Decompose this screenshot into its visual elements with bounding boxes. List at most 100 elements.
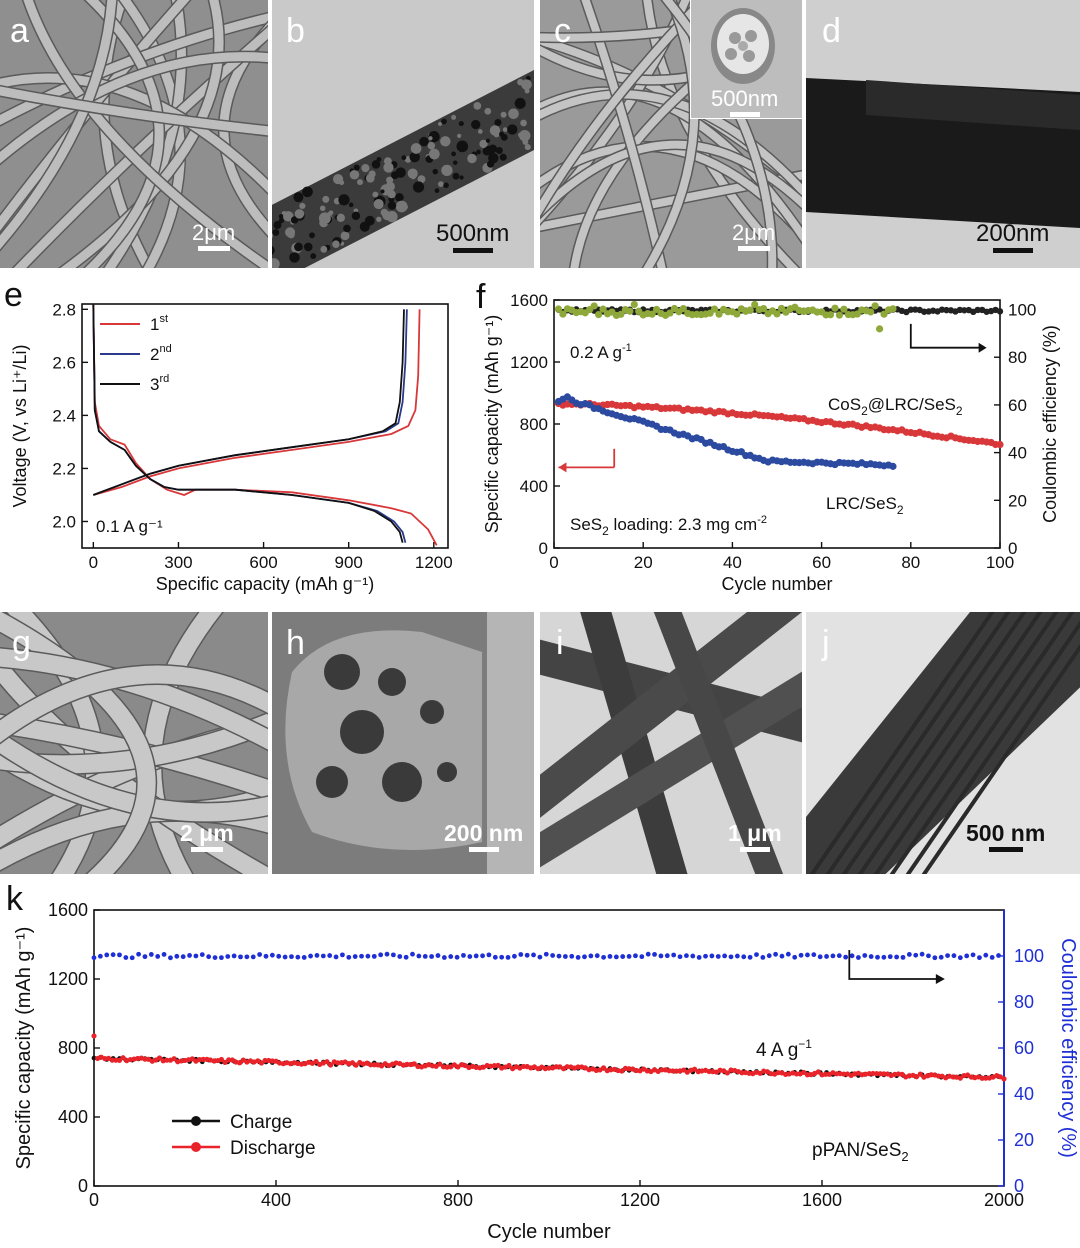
x-tick-label: 100 bbox=[986, 553, 1014, 572]
arrow-left-axis-head bbox=[558, 462, 567, 473]
scale-bar-line-j bbox=[988, 847, 1023, 852]
inset-c: 500nm bbox=[690, 0, 802, 119]
micrograph-b: b 500nm bbox=[272, 0, 534, 268]
inset-scale-text-c: 500nm bbox=[711, 86, 779, 111]
tem-particle bbox=[494, 119, 502, 127]
pore bbox=[378, 668, 406, 696]
ce-point bbox=[263, 953, 269, 959]
ce-point bbox=[862, 953, 868, 958]
y2-tick-label: 80 bbox=[1008, 348, 1027, 367]
tem-particle bbox=[432, 168, 439, 175]
tem-particle bbox=[348, 202, 354, 208]
plot-frame bbox=[81, 303, 449, 549]
ce-point-lrc bbox=[710, 305, 719, 313]
ce-point bbox=[397, 954, 403, 959]
tem-particle bbox=[521, 79, 532, 90]
ce-point bbox=[365, 953, 371, 959]
discharge-point bbox=[262, 1057, 268, 1064]
tem-particle bbox=[391, 171, 399, 180]
tem-particle bbox=[387, 201, 397, 210]
discharge-point bbox=[899, 1071, 905, 1077]
ce-point bbox=[658, 953, 664, 959]
discharge-point bbox=[156, 1055, 163, 1061]
ce-point bbox=[734, 953, 740, 959]
nanochannel bbox=[889, 612, 1075, 874]
tem-particle bbox=[410, 143, 422, 154]
discharge-point bbox=[841, 1071, 847, 1077]
tem-particle bbox=[293, 192, 304, 203]
discharge-point bbox=[200, 1056, 206, 1062]
plot-frame bbox=[553, 299, 1001, 549]
tem-particle bbox=[458, 121, 464, 127]
fiber bbox=[143, 612, 223, 874]
tem-particle bbox=[285, 227, 296, 238]
ce-point bbox=[524, 952, 530, 958]
series-3-discharge-line bbox=[92, 303, 404, 543]
ce-point-lrc bbox=[733, 310, 741, 318]
tem-particle bbox=[272, 258, 280, 268]
ce-point bbox=[805, 952, 810, 958]
ce-point-lrc bbox=[826, 311, 835, 319]
arrow-right-axis-head bbox=[935, 974, 945, 984]
tem-particle bbox=[479, 139, 488, 149]
tem-particle bbox=[467, 153, 477, 164]
ce-point bbox=[104, 952, 110, 958]
ce-point-lrc bbox=[871, 302, 879, 310]
x-tick-label: 1200 bbox=[415, 553, 453, 572]
fiber bbox=[662, 0, 777, 268]
ce-point bbox=[582, 954, 587, 960]
ce-point bbox=[919, 951, 925, 957]
fiber bbox=[104, 0, 186, 268]
arrow-right-axis-shaft bbox=[909, 323, 983, 349]
y-tick-label: 0 bbox=[539, 539, 548, 558]
discharge-point bbox=[258, 1060, 265, 1066]
discharge-point bbox=[575, 1064, 581, 1070]
chart-f-svg: 0 20 40 60 80 1000400800120016000204060801000… bbox=[482, 291, 1060, 594]
x-axis-label: Specific capacity (mAh g⁻¹) bbox=[156, 574, 375, 594]
y-tick-label: 2.0 bbox=[52, 512, 76, 531]
micrograph-a: a 2μm bbox=[0, 0, 268, 268]
ce-point bbox=[754, 952, 759, 958]
discharge-point bbox=[171, 1056, 177, 1062]
tem-particle bbox=[401, 155, 407, 161]
ce-point bbox=[957, 955, 963, 961]
tem-fiber-highlight bbox=[866, 80, 1080, 130]
chart-k: 0 400 800 1200 1600 2000 0 400 800 1200 1600 0 20 40 6… bbox=[0, 876, 1080, 1248]
ce-point bbox=[269, 952, 275, 958]
ce-point bbox=[798, 952, 804, 958]
tem-particle bbox=[522, 139, 529, 145]
ce-point bbox=[588, 953, 594, 959]
ce-point bbox=[671, 952, 677, 958]
discharge-point bbox=[881, 1071, 887, 1077]
ce-point bbox=[187, 953, 192, 958]
annotation-rate: 0.2 A g-1 bbox=[570, 342, 632, 362]
tem-particle bbox=[385, 181, 395, 192]
annotation-current-density: 0.1 A g⁻¹ bbox=[96, 517, 163, 536]
fiber bbox=[540, 140, 802, 218]
y-tick-label: 400 bbox=[520, 477, 548, 496]
adjacent-fiber bbox=[487, 612, 534, 874]
tem-particle bbox=[451, 114, 457, 120]
tem-particle bbox=[380, 189, 385, 194]
ce-point bbox=[250, 954, 256, 960]
tem-particle bbox=[409, 151, 420, 163]
ce-point bbox=[289, 954, 294, 960]
x-tick-label: 40 bbox=[723, 553, 742, 572]
tem-particle bbox=[524, 144, 531, 151]
ce-point bbox=[900, 954, 906, 960]
pore bbox=[420, 700, 444, 724]
tem-particle bbox=[407, 168, 418, 179]
ce-point bbox=[359, 953, 364, 959]
ce-point bbox=[422, 954, 428, 959]
tem-particle bbox=[499, 153, 507, 161]
ce-point-lrc bbox=[679, 304, 687, 313]
ce-point bbox=[441, 955, 447, 960]
tem-particle bbox=[340, 231, 350, 241]
tem-particle bbox=[299, 202, 306, 210]
ce-point-lrc bbox=[751, 300, 759, 309]
fiber bbox=[119, 0, 185, 268]
legend-marker-2 bbox=[191, 1142, 201, 1152]
panel-label-k: k bbox=[6, 880, 23, 918]
nanochannel bbox=[857, 612, 1043, 874]
ce-point bbox=[320, 953, 326, 959]
